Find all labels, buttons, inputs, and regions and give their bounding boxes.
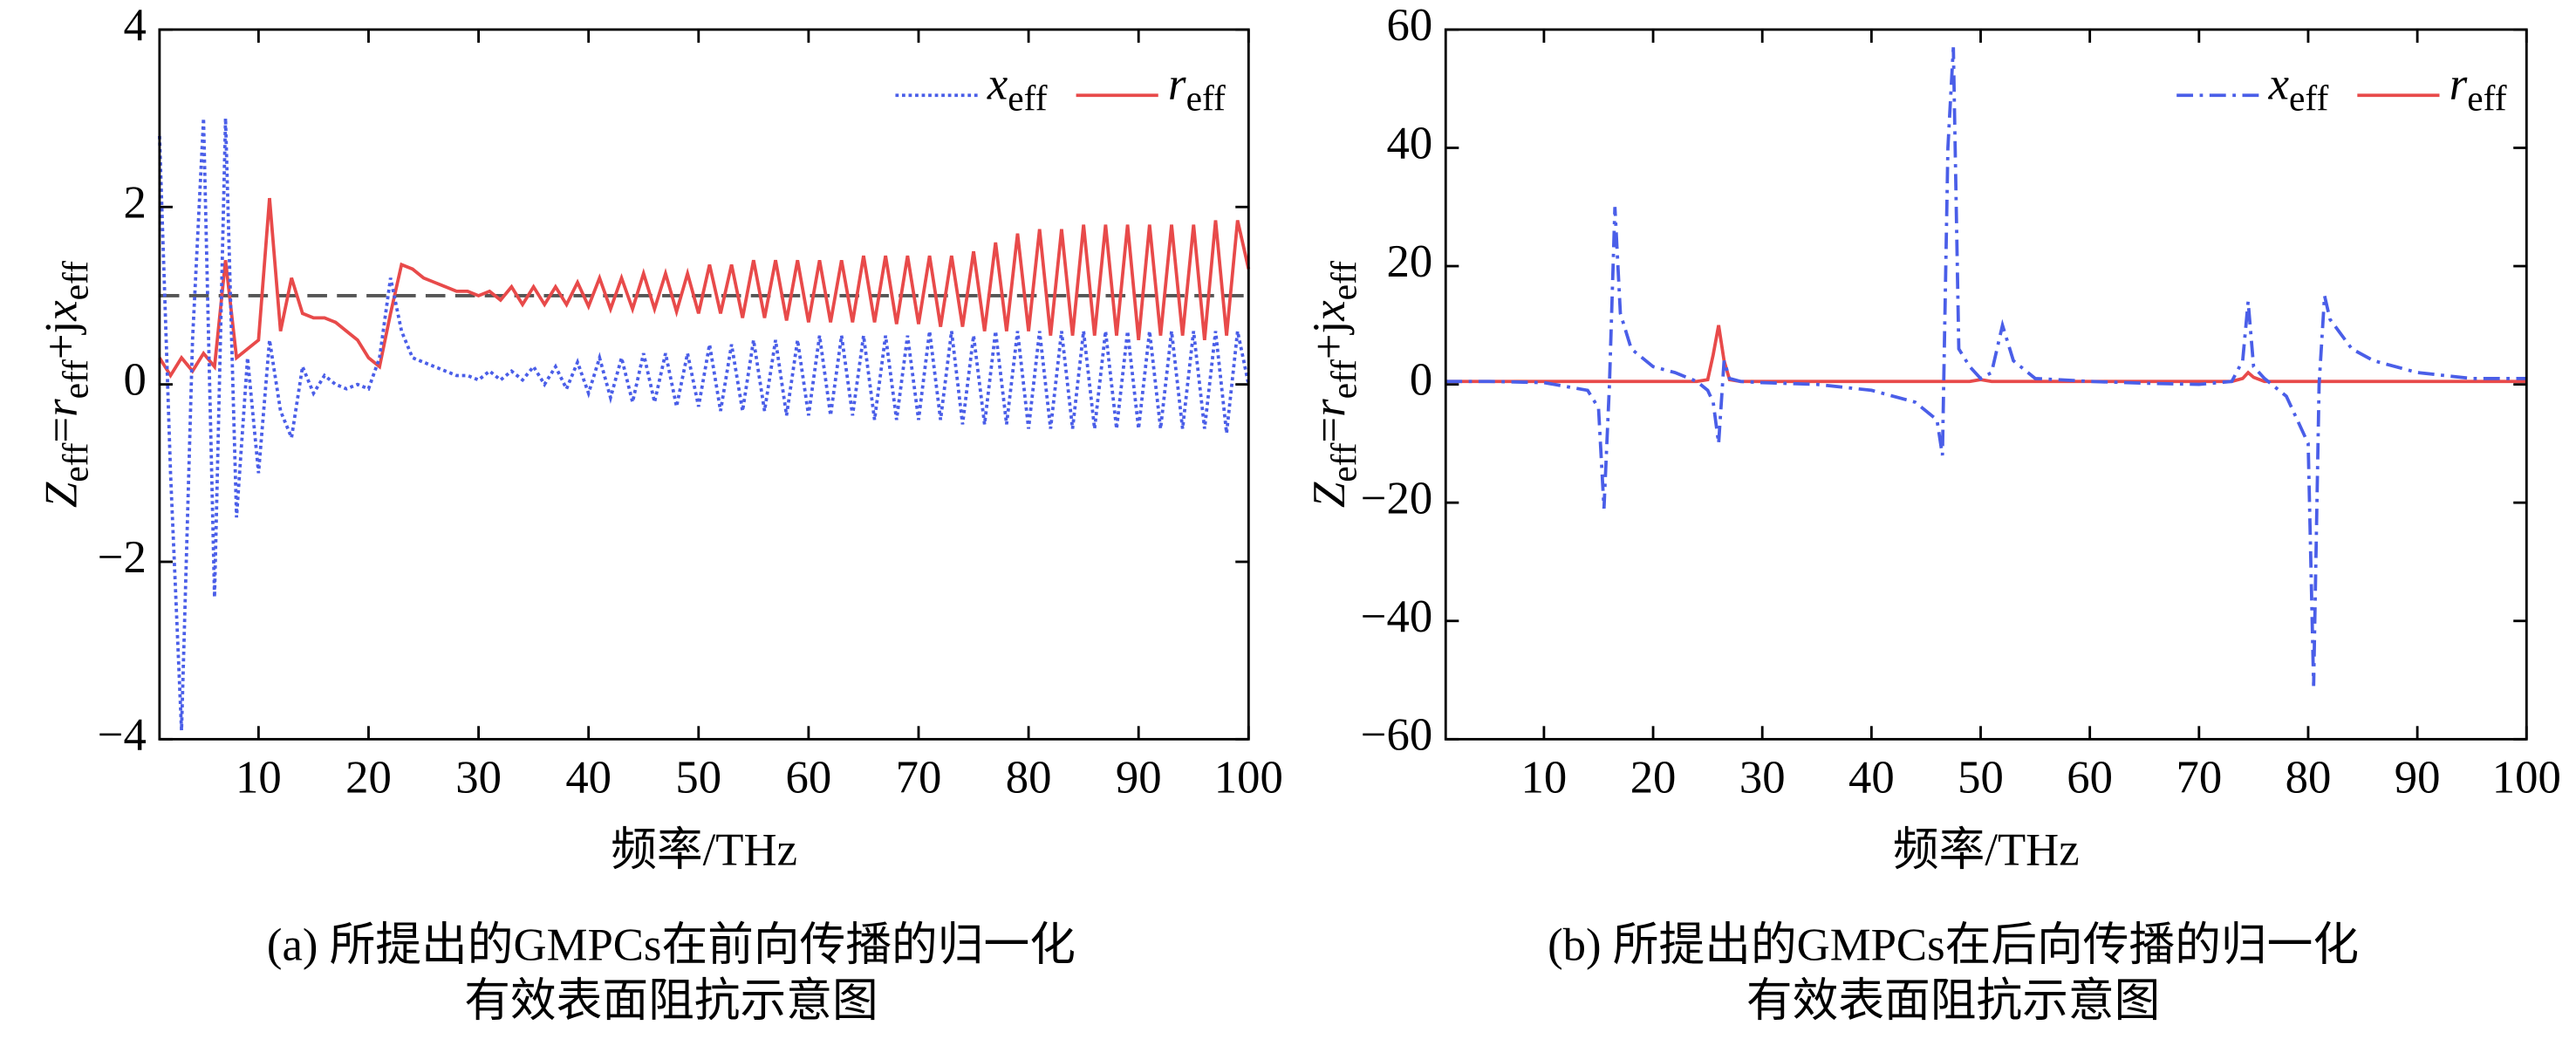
label-part: = xyxy=(1304,417,1355,443)
y-tick-label: −40 xyxy=(1361,591,1432,642)
x-tick-label: 20 xyxy=(345,752,392,803)
x-tick-label: 60 xyxy=(786,752,832,803)
caption: 有效表面阻抗示意图 xyxy=(1746,975,2160,1026)
legend-label: reff xyxy=(2450,59,2507,118)
x-tick-label: 50 xyxy=(675,752,721,803)
series-line xyxy=(158,197,1251,379)
x-axis-label: 频率/THz xyxy=(1893,824,2080,875)
label-part: x xyxy=(987,59,1008,110)
x-tick-label: 80 xyxy=(2286,752,2332,803)
x-tick-label: 30 xyxy=(1739,752,1786,803)
label-part: Z xyxy=(1304,482,1355,508)
subscript: eff xyxy=(55,359,95,399)
legend-label: reff xyxy=(1168,59,1226,118)
x-tick-label: 20 xyxy=(1630,752,1677,803)
label-part: +j xyxy=(1304,321,1355,359)
x-tick-label: 100 xyxy=(2492,752,2561,803)
label-part: Z xyxy=(37,482,87,508)
subscript: eff xyxy=(1323,261,1363,300)
y-tick-label: 0 xyxy=(123,355,146,406)
label-part: r xyxy=(37,399,87,417)
x-tick-label: 70 xyxy=(2176,752,2222,803)
caption: (a) 所提出的GMPCs在前向传播的归一化 xyxy=(267,919,1076,970)
label-part: x xyxy=(1304,300,1355,322)
x-axis-label: 频率/THz xyxy=(611,824,797,875)
x-tick-label: 30 xyxy=(455,752,502,803)
y-axis-label: Zeff=reff+jxeff xyxy=(1304,261,1363,508)
x-tick-label: 100 xyxy=(1214,752,1283,803)
legend-label: xeff xyxy=(2268,59,2329,118)
y-tick-label: −2 xyxy=(98,532,147,583)
y-tick-label: 60 xyxy=(1386,0,1432,51)
y-tick-label: 0 xyxy=(1410,355,1432,406)
y-tick-label: −20 xyxy=(1361,473,1432,523)
subscript: eff xyxy=(1008,78,1047,118)
y-tick-label: 40 xyxy=(1386,119,1432,169)
y-tick-label: −60 xyxy=(1361,709,1432,760)
series-line xyxy=(157,118,1251,731)
caption: (b) 所提出的GMPCs在后向传播的归一化 xyxy=(1548,919,2359,970)
subscript: eff xyxy=(2289,78,2328,118)
x-tick-label: 80 xyxy=(1006,752,1052,803)
subscript: eff xyxy=(1323,442,1363,482)
label-part: r xyxy=(2450,59,2468,110)
x-tick-label: 50 xyxy=(1958,752,2004,803)
subscript: eff xyxy=(1323,359,1363,399)
x-tick-label: 90 xyxy=(1116,752,1162,803)
x-tick-label: 70 xyxy=(896,752,942,803)
subscript: eff xyxy=(55,261,95,300)
y-tick-label: 2 xyxy=(123,177,146,228)
y-tick-label: 20 xyxy=(1386,236,1432,287)
series-line xyxy=(1445,325,2527,384)
label-part: r xyxy=(1168,59,1186,110)
subscript: eff xyxy=(2467,78,2506,118)
plot-frame xyxy=(1444,28,2528,741)
caption: 有效表面阻抗示意图 xyxy=(464,975,878,1026)
label-part: +j xyxy=(37,321,87,359)
y-tick-label: −4 xyxy=(98,709,147,760)
plot-frame xyxy=(158,28,1250,741)
x-tick-label: 90 xyxy=(2395,752,2441,803)
x-tick-label: 40 xyxy=(1848,752,1895,803)
subscript: eff xyxy=(55,442,95,482)
label-part: x xyxy=(2268,59,2290,110)
x-tick-label: 40 xyxy=(565,752,612,803)
x-tick-label: 60 xyxy=(2067,752,2113,803)
y-axis-label: Zeff=reff+jxeff xyxy=(37,261,95,508)
label-part: x xyxy=(37,300,87,322)
subscript: eff xyxy=(1186,78,1226,118)
label-part: = xyxy=(37,417,87,443)
legend-label: xeff xyxy=(987,59,1048,118)
x-tick-label: 10 xyxy=(1521,752,1568,803)
series-line xyxy=(1445,47,2527,687)
x-tick-label: 10 xyxy=(236,752,282,803)
y-tick-label: 4 xyxy=(123,0,146,51)
label-part: r xyxy=(1304,399,1355,417)
